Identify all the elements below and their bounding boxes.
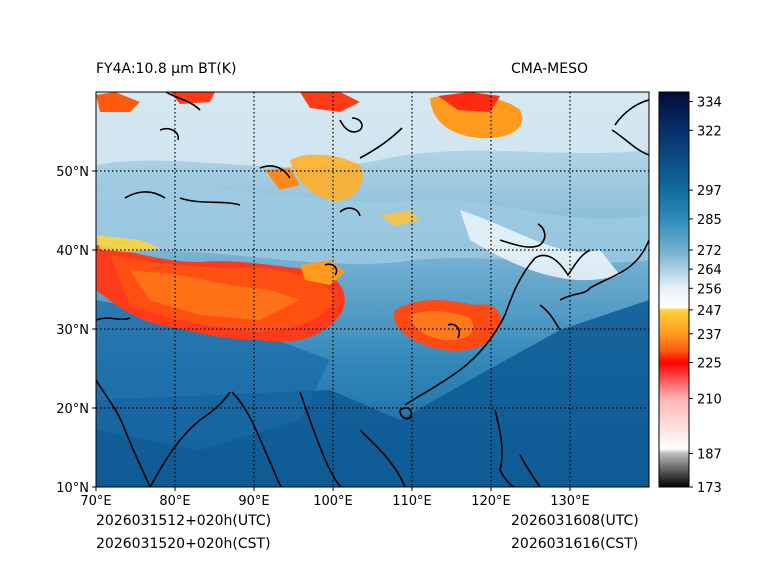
graticule bbox=[96, 92, 649, 487]
lat-tick-label: 30°N bbox=[56, 323, 89, 338]
lon-tick-label: 70°E bbox=[80, 494, 111, 509]
model-name: CMA-MESO bbox=[511, 61, 589, 77]
colorbar-tick-label: 247 bbox=[697, 304, 722, 319]
lat-tick-label: 10°N bbox=[56, 481, 89, 496]
colorbar-tick-label: 237 bbox=[697, 328, 722, 343]
lat-tick-label: 40°N bbox=[56, 244, 89, 259]
bt-field bbox=[96, 92, 649, 487]
valid-time-utc: 2026031608(UTC) bbox=[511, 513, 639, 529]
colorbar-tick-label: 256 bbox=[697, 282, 722, 297]
colorbar-tick-label: 225 bbox=[697, 357, 722, 372]
colorbar-tick-label: 210 bbox=[697, 392, 722, 407]
colorbar-tick-label: 285 bbox=[697, 213, 722, 228]
lon-tick-label: 110°E bbox=[392, 494, 432, 509]
map-frame bbox=[95, 91, 650, 488]
lon-tick-label: 100°E bbox=[313, 494, 353, 509]
colorbar-frame bbox=[658, 91, 690, 488]
lon-tick-label: 80°E bbox=[159, 494, 190, 509]
colorbar: 334 322 297 285 272 264 256 247 237 225 210 187 173 bbox=[658, 91, 722, 496]
lon-tick-label: 130°E bbox=[550, 494, 590, 509]
lat-axis: 10°N 20°N 30°N 40°N 50°N bbox=[56, 165, 96, 496]
colorbar-tick-label: 334 bbox=[697, 96, 722, 111]
colorbar-tick-label: 173 bbox=[697, 481, 722, 496]
init-time-utc: 2026031512+020h(UTC) bbox=[96, 513, 272, 529]
coastlines bbox=[96, 92, 649, 487]
lon-tick-label: 120°E bbox=[471, 494, 511, 509]
colorbar-tick-label: 297 bbox=[697, 184, 722, 199]
lat-tick-label: 50°N bbox=[56, 165, 89, 180]
map-title: FY4A:10.8 µm BT(K) bbox=[96, 61, 237, 77]
valid-time-cst: 2026031616(CST) bbox=[511, 536, 639, 552]
colorbar-tick-label: 264 bbox=[697, 263, 722, 278]
colorbar-ticks: 334 322 297 285 272 264 256 247 237 225 210 187 173 bbox=[689, 96, 722, 496]
colorbar-gradient bbox=[659, 92, 689, 487]
colorbar-tick-label: 272 bbox=[697, 244, 722, 259]
colorbar-tick-label: 322 bbox=[697, 124, 722, 139]
colorbar-tick-label: 187 bbox=[697, 447, 722, 462]
init-time-cst: 2026031520+020h(CST) bbox=[96, 536, 271, 552]
lon-axis: 70°E 80°E 90°E 100°E 110°E 120°E 130°E bbox=[80, 487, 590, 509]
lon-tick-label: 90°E bbox=[238, 494, 269, 509]
lat-tick-label: 20°N bbox=[56, 402, 89, 417]
